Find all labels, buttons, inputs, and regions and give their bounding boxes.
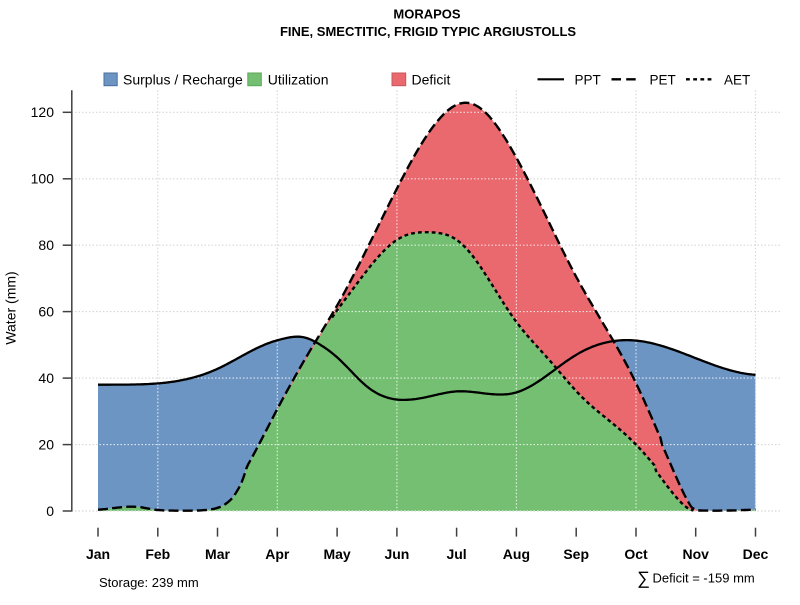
svg-text:0: 0: [46, 503, 54, 519]
svg-text:Sep: Sep: [563, 546, 589, 562]
svg-text:Deficit: Deficit: [412, 72, 451, 88]
svg-text:Deficit = -159 mm: Deficit = -159 mm: [653, 571, 755, 586]
svg-text:60: 60: [38, 303, 54, 319]
svg-text:Water (mm): Water (mm): [3, 271, 19, 344]
svg-text:Oct: Oct: [624, 546, 648, 562]
svg-text:Jan: Jan: [86, 546, 110, 562]
svg-text:100: 100: [31, 171, 55, 187]
svg-text:MORAPOS: MORAPOS: [393, 7, 461, 22]
svg-text:Storage: 239 mm: Storage: 239 mm: [99, 575, 199, 590]
svg-text:PPT: PPT: [575, 73, 601, 88]
svg-text:Surplus / Recharge: Surplus / Recharge: [123, 72, 243, 88]
svg-text:80: 80: [38, 237, 54, 253]
svg-text:Dec: Dec: [743, 546, 769, 562]
svg-text:120: 120: [31, 104, 55, 120]
svg-text:Apr: Apr: [265, 546, 290, 562]
svg-text:Utilization: Utilization: [268, 72, 329, 88]
svg-text:Nov: Nov: [682, 546, 709, 562]
svg-text:20: 20: [38, 436, 54, 452]
svg-text:May: May: [323, 546, 350, 562]
svg-text:AET: AET: [724, 73, 750, 88]
svg-text:FINE, SMECTITIC, FRIGID TYPIC: FINE, SMECTITIC, FRIGID TYPIC ARGIUSTOLL…: [280, 24, 576, 39]
svg-text:Jun: Jun: [384, 546, 409, 562]
svg-text:Aug: Aug: [503, 546, 530, 562]
svg-text:Feb: Feb: [145, 546, 170, 562]
svg-text:Jul: Jul: [446, 546, 466, 562]
svg-text:PET: PET: [650, 73, 676, 88]
svg-text:Mar: Mar: [205, 546, 230, 562]
svg-text:∑: ∑: [637, 568, 650, 588]
svg-text:40: 40: [38, 370, 54, 386]
